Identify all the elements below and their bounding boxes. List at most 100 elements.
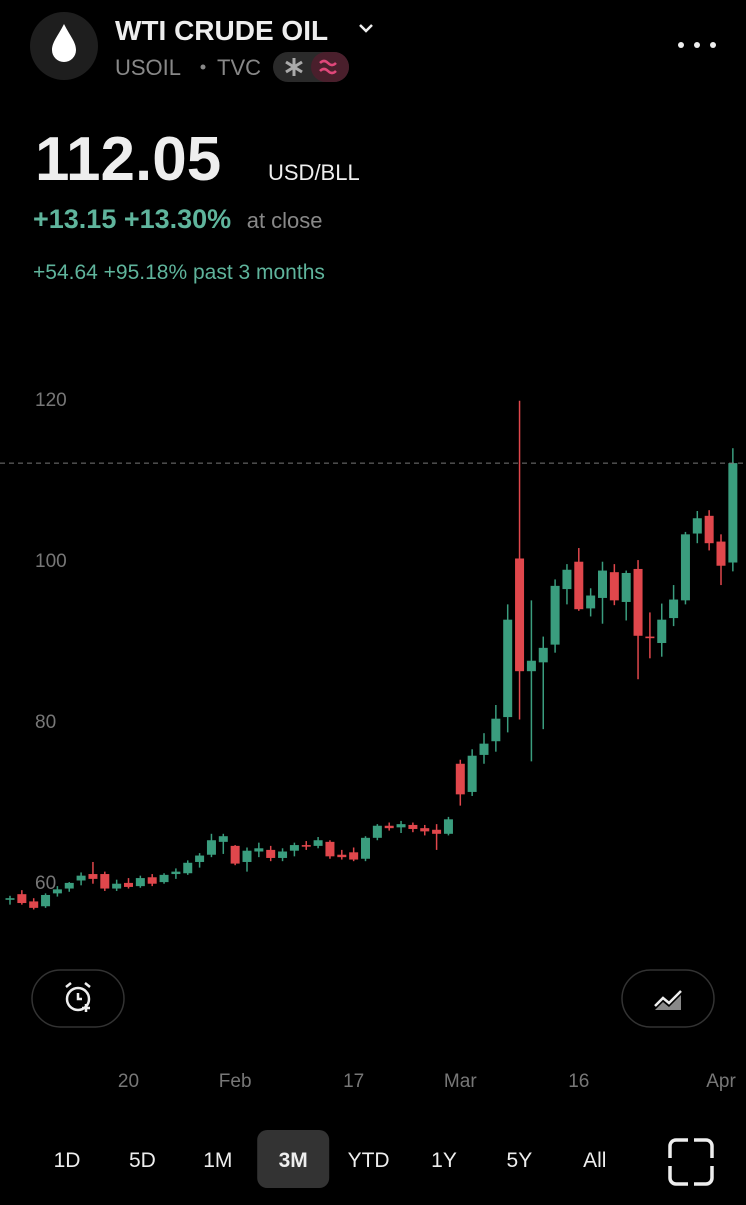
candle-body [349, 852, 359, 860]
separator-dot [200, 64, 206, 70]
candle-body [621, 572, 631, 602]
plot: 60 80 100 120 20 Feb 17 Mar 16 Apr [0, 390, 746, 1092]
x-tick-label: Apr [706, 1071, 736, 1092]
candle-body [361, 837, 370, 859]
candle-body [728, 463, 738, 563]
candle-body [562, 569, 572, 590]
candle-body [52, 889, 62, 894]
candle-body [313, 840, 323, 846]
candle-body [266, 849, 276, 858]
menu[interactable] [678, 42, 716, 48]
x-tick-label: 16 [568, 1071, 589, 1092]
candle-body [289, 845, 299, 851]
candle-body [183, 862, 193, 874]
candle-body [491, 718, 501, 742]
candle-body [301, 845, 311, 847]
candle-body [515, 558, 525, 672]
change: +13.15 +13.30% [33, 204, 231, 234]
x-tick-label: 20 [118, 1071, 139, 1092]
price: 112.05 [35, 125, 221, 194]
candle-body [218, 836, 228, 842]
candle-body [325, 841, 335, 857]
exchange: TVC [217, 55, 261, 80]
candle-body [716, 541, 726, 566]
y-tick-label: 60 [35, 873, 56, 894]
candle-body [526, 660, 536, 672]
candle-body [171, 871, 181, 875]
candle-body [633, 568, 643, 636]
candle-body [64, 882, 74, 889]
candle-body [432, 829, 442, 834]
candle-body [254, 848, 264, 852]
candle-body [337, 854, 347, 858]
y-tick-label: 80 [35, 712, 56, 733]
candle-body [443, 819, 453, 834]
x-tick-label: 17 [343, 1071, 364, 1092]
candle-body [278, 851, 288, 858]
candle-body [467, 755, 477, 792]
candle-body [574, 561, 584, 610]
candle-body [100, 874, 110, 889]
candle-body [692, 518, 702, 534]
price-unit: USD/BLL [268, 160, 360, 185]
candle-body [147, 877, 157, 884]
candle-body [657, 619, 667, 644]
change-line: +13.15 +13.30% at close [33, 204, 323, 234]
candle-body [609, 572, 619, 601]
candle-body [455, 763, 465, 795]
range-option[interactable]: 5Y [507, 1149, 533, 1172]
candle-body [41, 894, 51, 907]
x-tick-label: Mar [444, 1071, 477, 1092]
candle-body [372, 825, 382, 838]
range-bar: 1D 5D 1M 3M YTD 1Y 5Y All [54, 1130, 606, 1188]
candle-body [550, 585, 560, 645]
candle-body [503, 619, 513, 718]
candle-body [680, 534, 690, 601]
candle-body [206, 840, 216, 855]
range-option[interactable]: All [583, 1149, 606, 1172]
candle-body [195, 855, 205, 862]
fullscreen[interactable] [668, 1138, 714, 1186]
title-dropdown[interactable] [359, 24, 373, 33]
range-option[interactable]: 1M [203, 1149, 232, 1172]
candle-body [598, 570, 607, 598]
candle-body [5, 898, 15, 900]
candle-body [242, 850, 252, 862]
range-option[interactable]: 3M [279, 1149, 308, 1172]
title[interactable]: WTI CRUDE OIL [115, 15, 328, 46]
candle-body [538, 647, 548, 663]
candle-body [88, 874, 98, 879]
y-tick-label: 100 [35, 551, 67, 572]
x-tick-label: Feb [219, 1071, 252, 1092]
candle-body [669, 599, 679, 619]
candle-body [135, 878, 145, 887]
range-option[interactable]: 1D [54, 1149, 81, 1172]
range-active [257, 1130, 330, 1188]
candle-body [124, 882, 133, 887]
candle-body [17, 894, 27, 904]
candle-body [408, 824, 418, 829]
badge [273, 52, 349, 82]
logo [30, 12, 98, 80]
range-option[interactable]: 1Y [431, 1149, 457, 1172]
candle-body [479, 743, 489, 755]
alert-button[interactable] [31, 969, 125, 1028]
candle-body [396, 824, 406, 828]
candle-body [76, 875, 86, 881]
candle-body [704, 515, 714, 544]
symbol: USOIL [115, 55, 181, 80]
y-tick-label: 120 [35, 390, 67, 411]
period-change: +54.64 +95.18% past 3 months [33, 261, 325, 284]
candle-body [645, 636, 655, 639]
candle-body [420, 828, 430, 832]
range-option[interactable]: 5D [129, 1149, 156, 1172]
change-note: at close [247, 208, 323, 233]
candle-body [159, 874, 169, 883]
range-option[interactable]: YTD [348, 1149, 390, 1172]
candle-body [230, 845, 240, 864]
chart-style-button[interactable] [621, 969, 715, 1028]
candle-body [112, 883, 122, 889]
candle-body [384, 825, 394, 829]
